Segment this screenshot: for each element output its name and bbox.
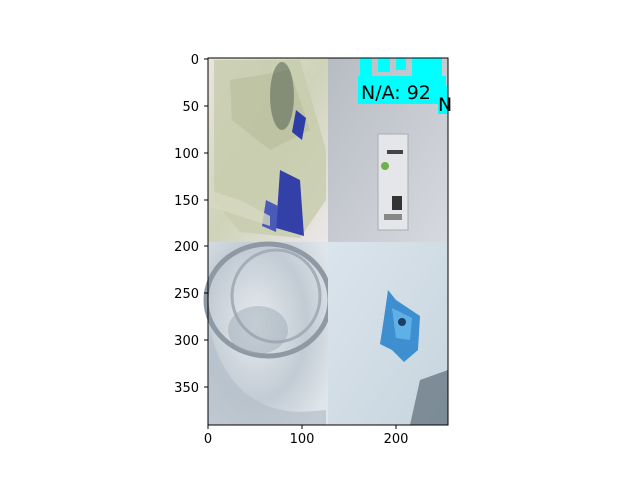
y-tick-label: 200 (174, 240, 199, 255)
x-tick-label: 200 (384, 432, 409, 447)
x-tick-label: 100 (290, 432, 315, 447)
axes-frame (207, 57, 449, 426)
y-tick-label: 50 (182, 100, 199, 115)
detection-label: N/A: 92 (361, 82, 431, 104)
x-tick-label: 0 (204, 432, 212, 447)
panel-glass-jar (203, 241, 333, 425)
y-tick-label: 100 (174, 147, 199, 162)
y-tick-label: 350 (174, 381, 199, 396)
detection-overlay: N/A: 92 N (358, 58, 452, 116)
panel-plastic-bags (208, 58, 328, 242)
y-tick-label: 150 (174, 194, 199, 209)
y-tick-label: 300 (174, 334, 199, 349)
image-grid: N/A: 92 N (203, 58, 452, 425)
detection-extra-glyph: N (438, 94, 452, 116)
x-axis: 0 100 200 (204, 425, 409, 447)
panel-blue-wrapper (328, 242, 448, 425)
y-axis: 0 50 100 150 200 250 300 350 (174, 53, 208, 396)
y-tick-label: 0 (191, 53, 199, 68)
y-tick-label: 250 (174, 287, 199, 302)
